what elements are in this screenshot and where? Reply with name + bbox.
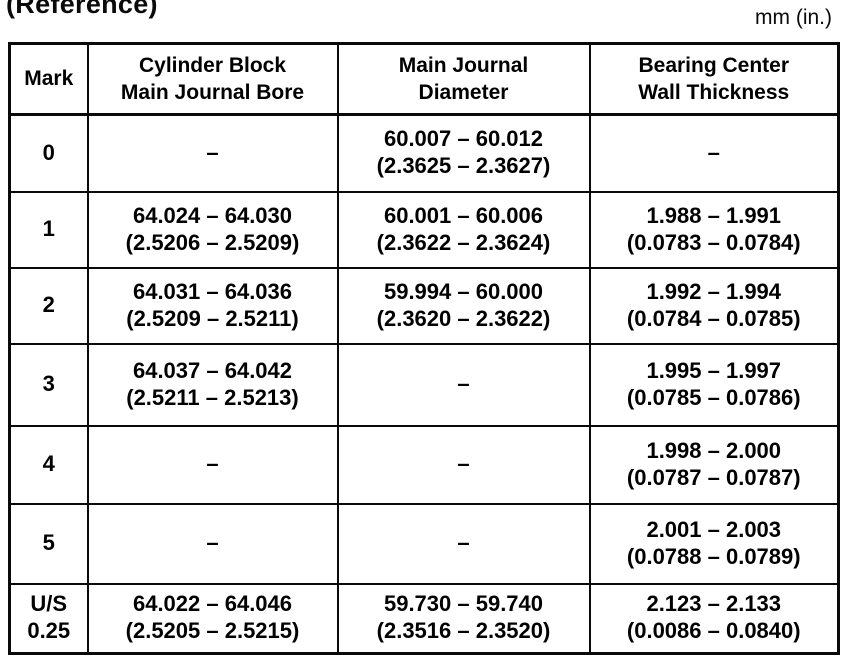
table-row: 2 64.031 – 64.036 (2.5209 – 2.5211) 59.9…	[8, 266, 840, 345]
cell-journal: –	[336, 424, 591, 505]
cell-mark: U/S 0.25	[8, 582, 89, 655]
page-title: (Reference)	[6, 0, 158, 19]
cell-thickness: 1.998 – 2.000 (0.0787 – 0.0787)	[588, 424, 840, 505]
cell-mark: 1	[8, 190, 89, 269]
cell-journal: –	[336, 502, 591, 585]
cell-thickness: 1.988 – 1.991 (0.0783 – 0.0784)	[588, 190, 840, 269]
cell-journal: 59.994 – 60.000 (2.3620 – 2.3622)	[336, 266, 591, 345]
table-header: Mark Cylinder Block Main Journal Bore Ma…	[8, 42, 840, 116]
cell-bore: 64.022 – 64.046 (2.5205 – 2.5215)	[86, 582, 339, 655]
table-row: 0 – 60.007 – 60.012 (2.3625 – 2.3627) –	[8, 113, 840, 193]
table-row: U/S 0.25 64.022 – 64.046 (2.5205 – 2.521…	[8, 582, 840, 655]
table-row: 4 – – 1.998 – 2.000 (0.0787 – 0.0787)	[8, 424, 840, 505]
header-row: Mark Cylinder Block Main Journal Bore Ma…	[8, 42, 840, 116]
cell-bore: 64.037 – 64.042 (2.5211 – 2.5213)	[86, 342, 339, 427]
cell-mark: 3	[8, 342, 89, 427]
column-header-mark: Mark	[8, 42, 89, 116]
cell-bore: 64.031 – 64.036 (2.5209 – 2.5211)	[86, 266, 339, 345]
cell-thickness: 1.992 – 1.994 (0.0784 – 0.0785)	[588, 266, 840, 345]
cell-mark: 4	[8, 424, 89, 505]
cell-journal: 60.001 – 60.006 (2.3622 – 2.3624)	[336, 190, 591, 269]
cell-journal: 60.007 – 60.012 (2.3625 – 2.3627)	[336, 113, 591, 193]
column-header-main-journal-diameter: Main Journal Diameter	[336, 42, 591, 116]
cell-journal: –	[336, 342, 591, 427]
cell-mark: 0	[8, 113, 89, 193]
cell-thickness: 2.123 – 2.133 (0.0086 – 0.0840)	[588, 582, 840, 655]
table-row: 3 64.037 – 64.042 (2.5211 – 2.5213) – 1.…	[8, 342, 840, 427]
cell-thickness: 1.995 – 1.997 (0.0785 – 0.0786)	[588, 342, 840, 427]
cell-bore: 64.024 – 64.030 (2.5206 – 2.5209)	[86, 190, 339, 269]
cell-thickness: –	[588, 113, 840, 193]
cell-bore: –	[86, 502, 339, 585]
cell-bore: –	[86, 424, 339, 505]
cell-thickness: 2.001 – 2.003 (0.0788 – 0.0789)	[588, 502, 840, 585]
table-row: 5 – – 2.001 – 2.003 (0.0788 – 0.0789)	[8, 502, 840, 585]
column-header-cylinder-block-main-journal-bore: Cylinder Block Main Journal Bore	[86, 42, 339, 116]
cell-journal: 59.730 – 59.740 (2.3516 – 2.3520)	[336, 582, 591, 655]
cell-mark: 5	[8, 502, 89, 585]
cell-mark: 2	[8, 266, 89, 345]
cell-bore: –	[86, 113, 339, 193]
table-body: 0 – 60.007 – 60.012 (2.3625 – 2.3627) – …	[8, 113, 840, 655]
bearing-spec-table: Mark Cylinder Block Main Journal Bore Ma…	[8, 42, 840, 655]
table-row: 1 64.024 – 64.030 (2.5206 – 2.5209) 60.0…	[8, 190, 840, 269]
column-header-bearing-center-wall-thickness: Bearing Center Wall Thickness	[588, 42, 840, 116]
units-label: mm (in.)	[755, 6, 832, 29]
